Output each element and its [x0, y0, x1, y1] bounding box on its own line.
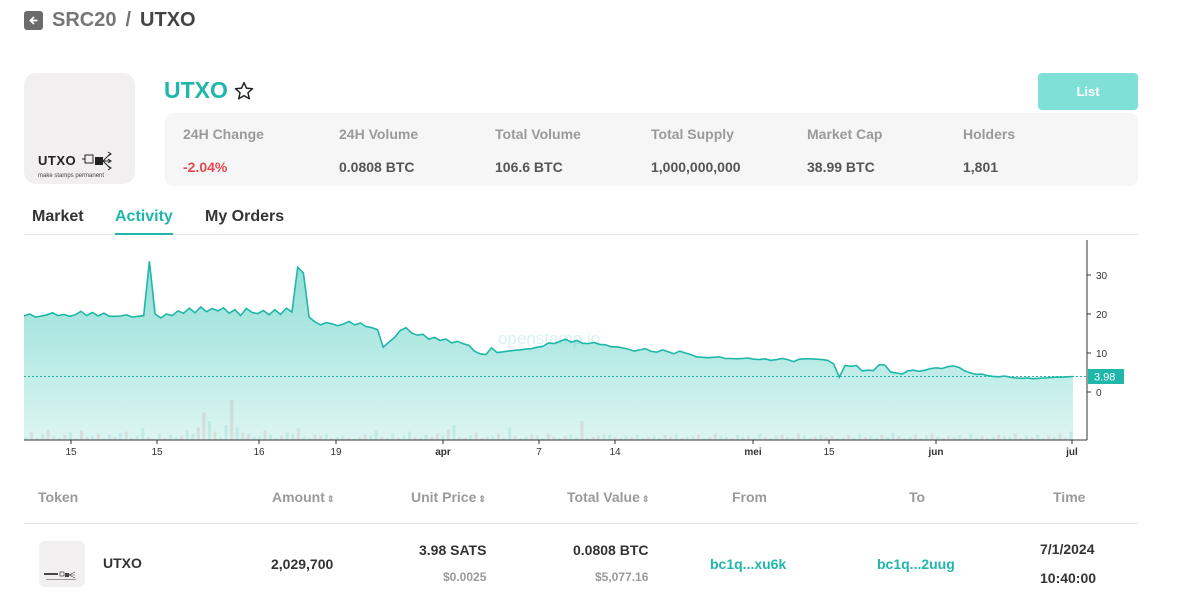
- y-tick-label: 30: [1096, 271, 1108, 282]
- stat-value: 1,000,000,000: [651, 159, 741, 175]
- token-logo: UTXO make stamps permanent: [24, 73, 135, 184]
- stat-label: Market Cap: [807, 126, 883, 142]
- breadcrumb-current: UTXO: [140, 8, 196, 31]
- activity-table-header: Token Amount ⇕ Unit Price ⇕ Total Value ⇕ F…: [24, 486, 1138, 524]
- x-tick-label: 15: [65, 447, 77, 458]
- tab-bar: Market Activity My Orders: [24, 206, 1138, 235]
- stats-panel: 24H Change -2.04% 24H Volume 0.0808 BTC …: [165, 113, 1138, 186]
- row-unit-price-usd: $0.0025: [443, 570, 487, 584]
- x-tick-label: jul: [1065, 447, 1078, 458]
- y-axis-ticks: 30 20 10 0: [1087, 271, 1108, 399]
- chart-watermark: openstamp.io: [498, 329, 600, 348]
- x-axis-ticks: 15 15 16 19 apr 7 14 mei 15 jun jul: [65, 440, 1078, 458]
- x-tick-label: mei: [744, 447, 761, 458]
- stat-value: 0.0808 BTC: [339, 159, 415, 175]
- sort-icon[interactable]: ⇕: [641, 494, 650, 504]
- row-total-value: 0.0808 BTC: [573, 542, 649, 558]
- last-price-label: 3.98: [1094, 371, 1115, 383]
- tab-market[interactable]: Market: [32, 208, 84, 225]
- breadcrumb: SRC20 / UTXO: [24, 8, 196, 32]
- stat-value: -2.04%: [183, 159, 228, 175]
- x-tick-label: 15: [151, 447, 163, 458]
- logo-tagline: make stamps permanent: [38, 173, 105, 179]
- row-time: 10:40:00: [1040, 570, 1097, 586]
- sort-icon[interactable]: ⇕: [478, 494, 486, 504]
- stat-value: 1,801: [963, 159, 999, 175]
- stat-label: Holders: [963, 126, 1016, 142]
- stat-value: 106.6 BTC: [495, 159, 563, 175]
- y-tick-label: 10: [1096, 349, 1108, 360]
- row-token-name: UTXO: [103, 555, 142, 571]
- favorite-star-icon[interactable]: [233, 80, 255, 102]
- row-token-logo: [39, 541, 85, 587]
- row-amount: 2,029,700: [271, 556, 334, 572]
- tab-my-orders[interactable]: My Orders: [205, 208, 285, 225]
- breadcrumb-separator: /: [125, 8, 132, 31]
- list-button[interactable]: List: [1038, 73, 1138, 110]
- row-unit-price: 3.98 SATS: [419, 542, 487, 558]
- logo-wordmark: UTXO: [38, 153, 77, 168]
- utxo-graph-icon: [82, 151, 112, 171]
- back-arrow-icon[interactable]: [24, 10, 43, 30]
- stat-label: 24H Volume: [339, 126, 419, 142]
- header-unit-price[interactable]: Unit Price ⇕: [411, 489, 486, 505]
- stat-label: Total Supply: [651, 126, 734, 142]
- y-tick-label: 0: [1096, 388, 1102, 399]
- x-tick-label: jun: [928, 447, 944, 458]
- x-tick-label: 16: [253, 447, 265, 458]
- x-tick-label: 7: [536, 447, 542, 458]
- header-time: Time: [1053, 489, 1086, 505]
- row-total-value-usd: $5,077.16: [595, 570, 649, 584]
- y-tick-label: 20: [1096, 310, 1108, 321]
- header-from: From: [732, 489, 767, 505]
- breadcrumb-parent[interactable]: SRC20: [52, 8, 117, 31]
- sort-icon[interactable]: ⇕: [326, 494, 335, 504]
- x-tick-label: 19: [330, 447, 342, 458]
- tab-activity[interactable]: Activity: [115, 208, 173, 235]
- stat-label: Total Volume: [495, 126, 581, 142]
- price-line: [23, 261, 1074, 380]
- header-total-value[interactable]: Total Value ⇕: [567, 489, 650, 505]
- row-from-address[interactable]: bc1q...xu6k: [710, 556, 787, 572]
- header-amount[interactable]: Amount ⇕: [272, 489, 335, 505]
- row-to-address[interactable]: bc1q...2uug: [877, 556, 955, 572]
- row-date: 7/1/2024: [1040, 541, 1095, 557]
- utxo-graph-icon: [44, 571, 76, 580]
- x-tick-label: 14: [609, 447, 621, 458]
- token-title: UTXO: [164, 77, 228, 103]
- stat-value: 38.99 BTC: [807, 159, 875, 175]
- header-token: Token: [38, 489, 79, 505]
- price-chart[interactable]: openstamp.io 30 20 10 0 15 15 16 19 apr 7 14 mei 15…: [23, 240, 1138, 462]
- last-price-tag: 3.98: [1088, 368, 1124, 384]
- header-to: To: [909, 489, 926, 505]
- stat-label: 24H Change: [183, 126, 264, 142]
- table-row[interactable]: UTXO 2,029,700 3.98 SATS $0.0025 0.0808 …: [24, 530, 1138, 600]
- x-tick-label: 15: [823, 447, 835, 458]
- price-area: [24, 261, 1073, 440]
- x-tick-label: apr: [435, 447, 451, 458]
